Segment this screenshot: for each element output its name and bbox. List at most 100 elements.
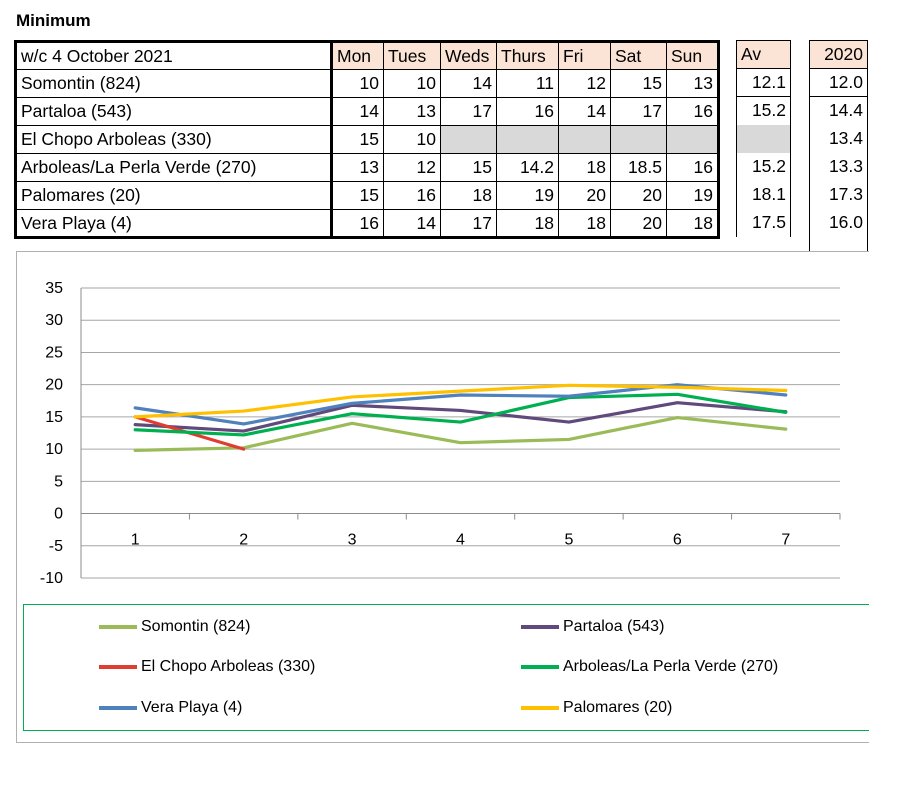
table-cell: 16: [496, 97, 559, 126]
legend-label: Somontin (824): [141, 618, 251, 635]
year-2020-cell: 13.3: [809, 152, 868, 181]
week-label: w/c 4 October 2021: [15, 41, 332, 70]
table-cell: 20: [610, 209, 667, 238]
table-cell: 18: [440, 181, 497, 210]
table-row: Somontin (824) 10 10 14 11 12 15 13: [15, 69, 719, 98]
average-column: Av 12.1 15.2 15.2 18.1 17.5: [736, 40, 791, 237]
av-cell: 15.2: [736, 96, 791, 125]
legend-item: Arboleas/La Perla Verde (270): [521, 658, 778, 676]
chart-title: Minimum: [16, 11, 91, 30]
table-cell: 20: [558, 181, 611, 210]
series-line: [133, 392, 788, 437]
y-tick-label: -10: [40, 570, 63, 587]
av-header: Av: [736, 40, 791, 69]
legend-item: Palomares (20): [521, 699, 672, 717]
table-cell-empty: [496, 125, 559, 154]
table-cell: 14: [558, 97, 611, 126]
av-cell: 12.1: [736, 68, 791, 97]
legend-item: Vera Playa (4): [99, 699, 242, 717]
y-tick-label: 25: [45, 344, 63, 361]
table-row: Arboleas/La Perla Verde (270) 13 12 15 1…: [15, 153, 719, 182]
av-cell-empty: [736, 124, 791, 153]
legend-swatch: [521, 665, 559, 669]
series-line: [133, 383, 788, 426]
year-2020-cell: 16.0: [809, 208, 868, 237]
table-cell: 11: [496, 69, 559, 98]
station-name: Vera Playa (4): [15, 209, 332, 238]
table-row: Partaloa (543) 14 13 17 16 14 17 16: [15, 97, 719, 126]
y-tick-label: 15: [45, 409, 63, 426]
table-cell: 14: [383, 209, 441, 238]
series-line: [133, 401, 788, 433]
day-header: Sat: [610, 41, 667, 70]
legend-swatch: [521, 706, 559, 710]
legend-label: El Chopo Arboleas (330): [141, 658, 316, 675]
table-cell: 17: [610, 97, 667, 126]
table-cell: 13: [666, 69, 719, 98]
year-2020-cell: 14.4: [809, 96, 868, 125]
x-tick-label: 4: [456, 532, 465, 549]
table-cell: 16: [330, 209, 384, 238]
legend-item: Somontin (824): [99, 618, 250, 636]
y-tick-label: 10: [45, 441, 63, 458]
station-name: El Chopo Arboleas (330): [15, 125, 332, 154]
y-tick-label: -5: [49, 538, 63, 555]
table-row: Vera Playa (4) 16 14 17 18 18 20 18: [15, 209, 719, 238]
table-cell: 17: [440, 209, 497, 238]
x-tick-label: 6: [673, 532, 682, 549]
minimum-temperature-table: w/c 4 October 2021 Mon Tues Weds Thurs F…: [14, 40, 720, 239]
y-tick-label: 20: [45, 377, 63, 394]
x-tick-label: 5: [564, 532, 573, 549]
year-2020-column: 2020 12.0 14.4 13.4 13.3 17.3 16.0: [809, 40, 868, 251]
day-header: Sun: [666, 41, 719, 70]
series-line: [133, 383, 788, 419]
y-tick-label: 35: [45, 280, 63, 297]
legend-swatch: [99, 706, 137, 710]
table-cell: 15: [330, 125, 384, 154]
year-2020-cell: 12.0: [809, 68, 868, 97]
legend-swatch: [99, 665, 137, 669]
table-cell: 18.5: [610, 153, 667, 182]
table-cell: 10: [383, 69, 441, 98]
table-cell: 10: [383, 125, 441, 154]
year-2020-cell-tail: [809, 236, 868, 251]
year-2020-cell: 17.3: [809, 180, 868, 209]
x-tick-label: 3: [348, 532, 357, 549]
table-cell: 15: [440, 153, 497, 182]
table-header-row: w/c 4 October 2021 Mon Tues Weds Thurs F…: [15, 41, 719, 70]
table-cell-empty: [666, 125, 719, 154]
table-cell: 14: [440, 69, 497, 98]
year-2020-header: 2020: [809, 40, 868, 69]
table-row: Palomares (20) 15 16 18 19 20 20 19: [15, 181, 719, 210]
table-cell-empty: [610, 125, 667, 154]
y-tick-label: 0: [54, 506, 63, 523]
y-tick-label: 30: [45, 312, 63, 329]
av-cell: 15.2: [736, 152, 791, 181]
legend-item: Partaloa (543): [521, 618, 664, 636]
y-tick-label: 5: [54, 473, 63, 490]
legend-item: El Chopo Arboleas (330): [99, 658, 315, 676]
table-cell: 18: [666, 209, 719, 238]
table-cell: 16: [666, 97, 719, 126]
table-row: El Chopo Arboleas (330) 15 10: [15, 125, 719, 154]
station-name: Palomares (20): [15, 181, 332, 210]
legend-label: Partaloa (543): [563, 618, 665, 635]
station-name: Somontin (824): [15, 69, 332, 98]
chart-legend: Somontin (824) Partaloa (543) El Chopo Arb…: [23, 604, 869, 731]
av-cell: 17.5: [736, 208, 791, 237]
legend-label: Vera Playa (4): [141, 699, 243, 716]
legend-swatch: [99, 625, 137, 629]
station-name: Partaloa (543): [15, 97, 332, 126]
day-header: Thurs: [496, 41, 559, 70]
table-cell: 18: [558, 209, 611, 238]
table-cell: 14.2: [496, 153, 559, 182]
legend-swatch: [521, 625, 559, 629]
table-cell: 16: [383, 181, 441, 210]
table-cell: 12: [383, 153, 441, 182]
av-cell: 18.1: [736, 180, 791, 209]
table-cell-empty: [558, 125, 611, 154]
chart-area: [16, 251, 869, 743]
x-tick-label: 2: [239, 532, 248, 549]
table-cell: 10: [330, 69, 384, 98]
